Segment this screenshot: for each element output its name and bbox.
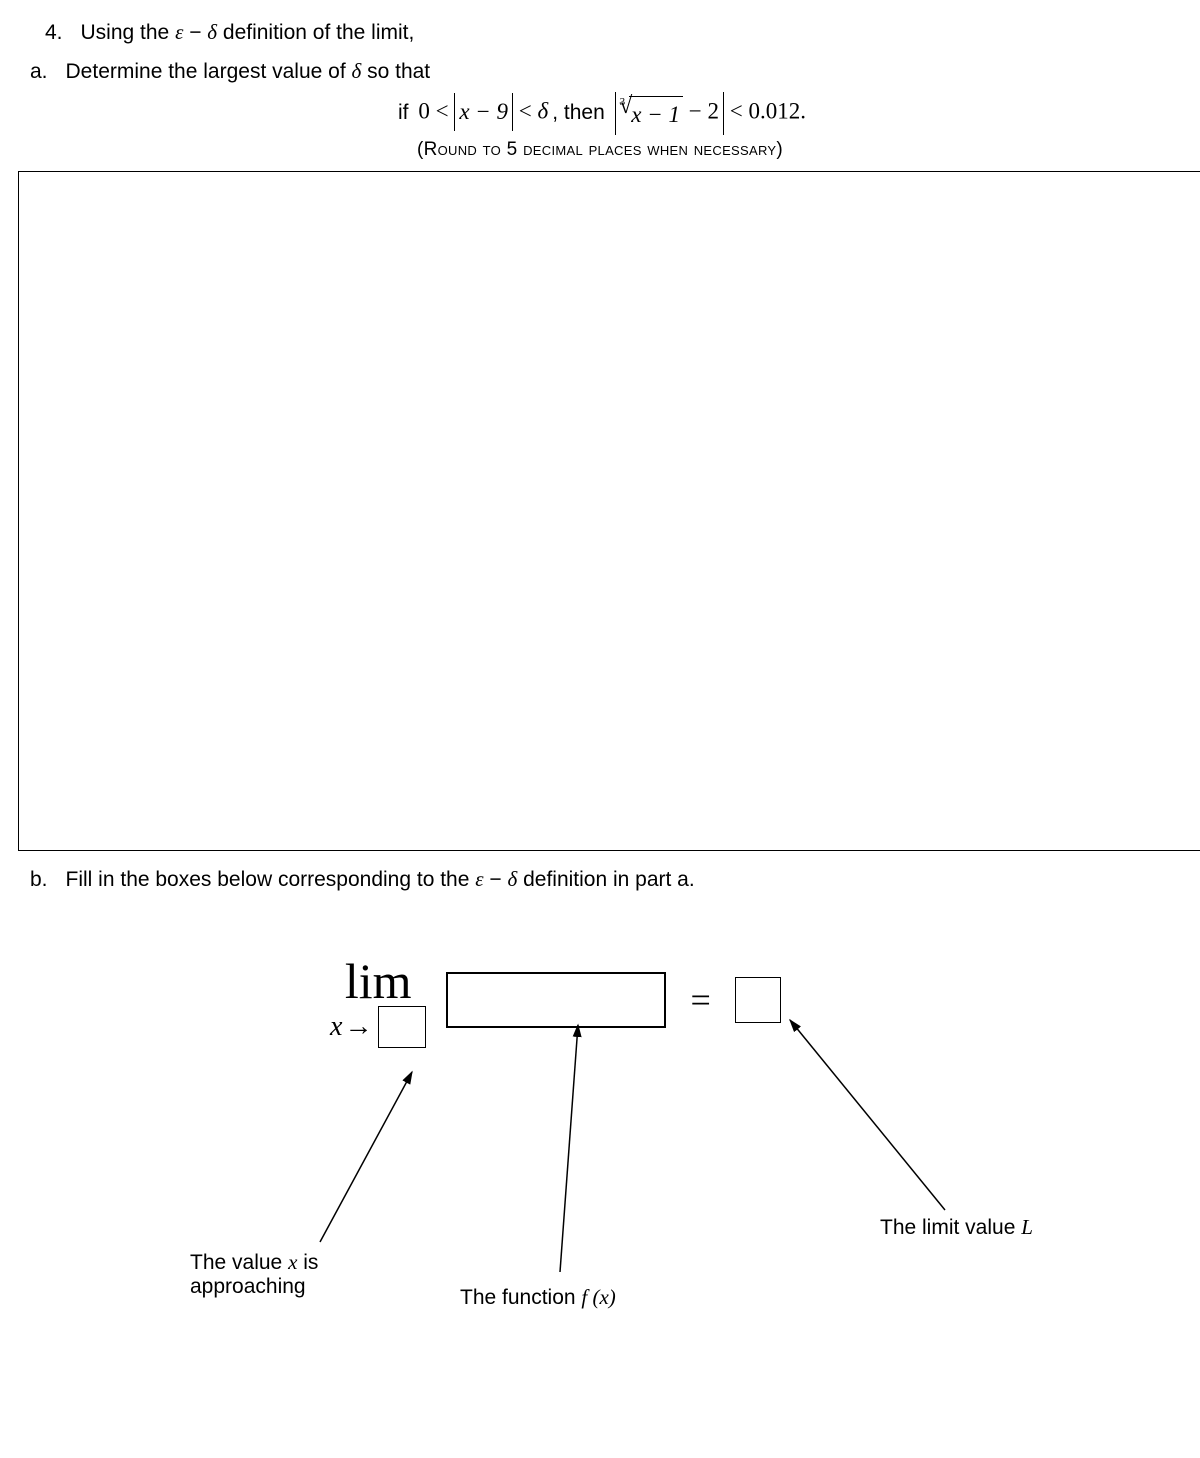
equals-sign: = xyxy=(690,979,710,1021)
arrow-symbol: → xyxy=(344,1011,372,1043)
part-a-letter: a. xyxy=(30,60,48,84)
arrow-to-limit-value xyxy=(770,1010,970,1220)
arrow-to-approach xyxy=(300,1062,440,1252)
part-a-math: if 0 < x − 9 < δ, then 3√x − 1 − 2 < 0.0… xyxy=(0,92,1200,135)
problem-intro: Using the ε − δ definition of the limit, xyxy=(81,20,415,45)
problem-number: 4. xyxy=(45,21,63,45)
label-function: The function f (x) xyxy=(460,1285,616,1310)
limit-x: x xyxy=(330,1011,342,1043)
arrow-to-function xyxy=(520,1017,620,1282)
limit-diagram: lim x → = xyxy=(0,952,1200,1372)
work-area[interactable] xyxy=(18,171,1200,851)
label-approaching: The value x is approaching xyxy=(190,1250,318,1299)
label-limit-value: The limit value L xyxy=(880,1215,1033,1240)
approach-value-box[interactable] xyxy=(378,1006,426,1048)
part-b-letter: b. xyxy=(30,868,48,892)
part-b-text: Fill in the boxes below corresponding to… xyxy=(66,867,695,892)
round-note: (Round to 5 decimal places when necessar… xyxy=(0,139,1200,161)
part-a-text: Determine the largest value of δ so that xyxy=(66,59,431,84)
lim-symbol: lim xyxy=(345,952,412,1010)
